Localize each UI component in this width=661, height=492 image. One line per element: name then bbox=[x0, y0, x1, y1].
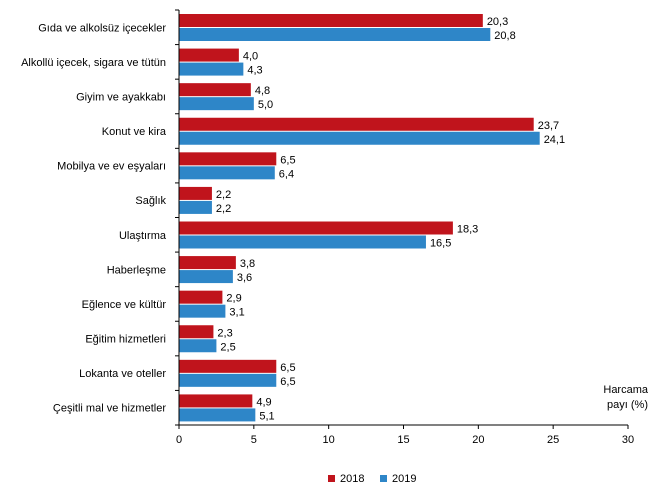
category-label: Eğlence ve kültür bbox=[82, 299, 167, 311]
data-label-2019: 5,1 bbox=[259, 410, 274, 422]
data-label-2018: 3,8 bbox=[240, 258, 255, 270]
bar-2018 bbox=[179, 359, 277, 373]
x-tick-label: 20 bbox=[472, 434, 484, 446]
x-axis-title: Harcama payı (%) bbox=[603, 384, 649, 411]
bar-2018 bbox=[179, 83, 251, 97]
bar-2018 bbox=[179, 14, 483, 27]
data-label-2018: 4,9 bbox=[256, 396, 271, 408]
bar-2019 bbox=[179, 235, 426, 249]
data-label-2018: 2,2 bbox=[216, 189, 231, 201]
bars-group bbox=[179, 14, 540, 422]
data-label-2019: 2,5 bbox=[220, 341, 235, 353]
bar-2018 bbox=[179, 152, 277, 166]
bar-2019 bbox=[179, 166, 275, 180]
bar-2018 bbox=[179, 117, 534, 131]
x-tick-label: 5 bbox=[251, 434, 257, 446]
legend-swatch-2018 bbox=[328, 475, 335, 482]
legend-label-2018: 2018 bbox=[340, 473, 364, 485]
data-label-2018: 4,8 bbox=[255, 85, 270, 97]
data-label-2018: 6,5 bbox=[280, 154, 295, 166]
x-tick-label: 10 bbox=[323, 434, 335, 446]
data-label-2019: 24,1 bbox=[544, 134, 565, 146]
legend-label-2019: 2019 bbox=[392, 473, 416, 485]
bar-2019 bbox=[179, 270, 233, 284]
bar-2019 bbox=[179, 28, 491, 41]
x-axis-title-line-2: payı (%) bbox=[607, 399, 648, 411]
bar-2019 bbox=[179, 97, 254, 111]
data-label-2018: 2,9 bbox=[226, 293, 241, 305]
category-label: Alkollü içecek, sigara ve tütün bbox=[21, 57, 166, 69]
data-label-2018: 2,3 bbox=[217, 327, 232, 339]
legend: 2018 2019 bbox=[328, 473, 416, 485]
x-tick-label: 25 bbox=[547, 434, 559, 446]
data-label-2018: 4,0 bbox=[243, 51, 258, 63]
category-label: Çeşitli mal ve hizmetler bbox=[53, 403, 166, 415]
bar-2019 bbox=[179, 131, 540, 145]
bar-2018 bbox=[179, 394, 253, 408]
bar-2018 bbox=[179, 221, 453, 235]
bar-2019 bbox=[179, 373, 277, 387]
data-label-2019: 20,8 bbox=[494, 30, 515, 42]
data-label-2019: 6,5 bbox=[280, 376, 295, 388]
bar-2019 bbox=[179, 339, 217, 353]
legend-swatch-2019 bbox=[380, 475, 387, 482]
category-label: Haberleşme bbox=[107, 264, 166, 276]
x-axis-ticks: 0 5 10 15 20 25 30 bbox=[175, 9, 634, 446]
category-label: Ulaştırma bbox=[119, 230, 167, 242]
bar-2019 bbox=[179, 408, 256, 422]
category-label: Mobilya ve ev eşyaları bbox=[57, 161, 166, 173]
data-label-2019: 3,6 bbox=[237, 272, 252, 284]
data-label-2019: 6,4 bbox=[279, 168, 294, 180]
category-label: Gıda ve alkolsüz içecekler bbox=[38, 22, 166, 34]
category-label: Konut ve kira bbox=[102, 126, 167, 138]
bar-2018 bbox=[179, 290, 223, 304]
category-labels: Gıda ve alkolsüz içecekler Alkollü içecek… bbox=[21, 22, 167, 414]
data-label-2019: 5,0 bbox=[258, 99, 273, 111]
category-label: Lokanta ve oteller bbox=[79, 368, 166, 380]
data-label-2019: 3,1 bbox=[229, 307, 244, 319]
data-label-2019: 2,2 bbox=[216, 203, 231, 215]
bar-2019 bbox=[179, 304, 226, 318]
x-tick-label: 0 bbox=[176, 434, 182, 446]
category-label: Sağlık bbox=[135, 195, 166, 207]
data-label-2019: 16,5 bbox=[430, 238, 451, 250]
value-labels: 20,3 20,8 4,0 4,3 4,8 5,0 23,7 24,1 6,5 6,4 2,2 2,2… bbox=[216, 16, 565, 422]
category-label: Eğitim hizmetleri bbox=[85, 334, 166, 346]
data-label-2019: 4,3 bbox=[247, 65, 262, 77]
x-axis-title-line-1: Harcama bbox=[603, 384, 649, 396]
category-label: Giyim ve ayakkabı bbox=[76, 91, 166, 103]
x-tick-label: 30 bbox=[622, 434, 634, 446]
bar-2018 bbox=[179, 48, 239, 62]
bar-2019 bbox=[179, 62, 244, 76]
bar-2019 bbox=[179, 200, 212, 214]
data-label-2018: 20,3 bbox=[487, 16, 508, 28]
bar-2018 bbox=[179, 256, 236, 270]
data-label-2018: 6,5 bbox=[280, 362, 295, 374]
x-tick-label: 15 bbox=[397, 434, 409, 446]
data-label-2018: 18,3 bbox=[457, 224, 478, 236]
bar-2018 bbox=[179, 186, 212, 200]
data-label-2018: 23,7 bbox=[538, 120, 559, 132]
bar-2018 bbox=[179, 325, 214, 339]
